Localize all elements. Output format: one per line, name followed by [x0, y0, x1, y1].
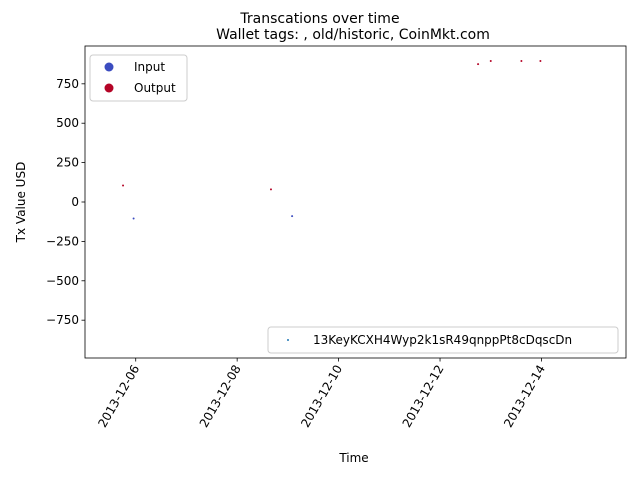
legend-wallet: 13KeyKCXH4Wyp2k1sR49qnppPt8cDqscDn: [267, 326, 619, 354]
input-point: [132, 217, 135, 220]
legend-wallet-marker: [287, 339, 289, 341]
y-tick-label: −750: [46, 313, 79, 327]
y-tick-label: 0: [71, 195, 79, 209]
x-tick-label: 2013-12-08: [197, 363, 244, 430]
chart-title: Wallet tags: , old/historic, CoinMkt.com: [216, 27, 490, 43]
legend-input-label: Input: [134, 60, 165, 74]
y-axis-label: Tx Value USD: [14, 162, 28, 244]
y-tick-label: 250: [56, 156, 79, 170]
legend-wallet-label: 13KeyKCXH4Wyp2k1sR49qnppPt8cDqscDn: [313, 333, 572, 347]
y-tick-label: 500: [56, 116, 79, 130]
legend-output-label: Output: [134, 81, 176, 95]
output-point: [477, 63, 480, 66]
output-point: [539, 59, 542, 62]
plot-area-frame: [84, 45, 627, 359]
output-point: [520, 59, 523, 62]
legend-input-marker: [104, 62, 114, 72]
legend-wallet-box: [267, 326, 619, 354]
output-point: [489, 59, 492, 62]
x-tick-label: 2013-12-06: [95, 363, 142, 430]
input-point: [291, 215, 294, 218]
x-tick-label: 2013-12-12: [400, 363, 447, 430]
legend-output-marker: [104, 83, 114, 93]
y-tick-label: −250: [46, 234, 79, 248]
data-points: [122, 59, 542, 220]
output-point: [122, 184, 125, 187]
legend-series-box: [89, 54, 188, 102]
axis-ticks: 750 500 250 0 −250 −500 −750 2013-12-06 2013-12-…: [46, 77, 548, 430]
y-tick-label: 750: [56, 77, 79, 91]
x-tick-label: 2013-12-14: [501, 363, 548, 430]
x-tick-label: 2013-12-10: [298, 363, 345, 430]
y-tick-label: −500: [46, 274, 79, 288]
chart-suptitle: Transcations over time: [239, 11, 399, 27]
output-point: [269, 188, 272, 191]
x-axis-label: Time: [338, 451, 368, 465]
legend-series: Input Output: [89, 54, 188, 102]
